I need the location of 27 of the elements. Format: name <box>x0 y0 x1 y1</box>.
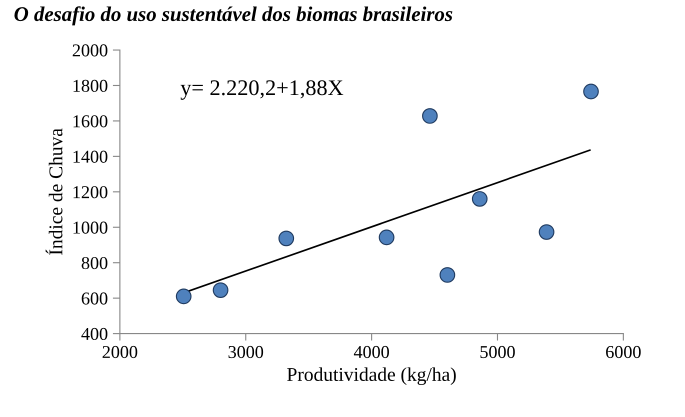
point <box>378 230 394 246</box>
x-tick-label: 2000 <box>102 346 138 358</box>
y-tick-label: 1600 <box>74 115 108 128</box>
y-tick-label: 600 <box>82 292 108 305</box>
y-tick-label: 1200 <box>74 186 108 198</box>
point <box>212 282 228 298</box>
y-axis-title: Índice de Chuva <box>46 128 62 255</box>
point <box>472 191 488 207</box>
point <box>176 288 192 304</box>
x-tick-label: 5000 <box>480 346 515 358</box>
point <box>422 108 438 124</box>
y-tick-label: 1400 <box>74 150 108 163</box>
y-tick-label: 1800 <box>74 80 108 92</box>
y-tick-label: 1000 <box>74 222 108 234</box>
x-tick-label: 6000 <box>606 346 641 358</box>
chart-title: O desafio do uso sustentável dos biomas brasileiros <box>14 6 452 26</box>
annotation: y= 2.220,2+1,88X <box>180 80 344 100</box>
point <box>583 84 599 100</box>
y-tick-label: 2000 <box>72 44 108 56</box>
point <box>538 224 554 240</box>
y-tick-label: 800 <box>82 256 108 270</box>
point <box>440 267 456 283</box>
x-axis-title: Produtividade (kg/ha) <box>287 367 456 386</box>
y-tick-label: 400 <box>81 328 108 340</box>
x-tick-label: 4000 <box>354 346 389 358</box>
x-tick-label: 3000 <box>228 346 264 358</box>
point <box>278 230 294 246</box>
